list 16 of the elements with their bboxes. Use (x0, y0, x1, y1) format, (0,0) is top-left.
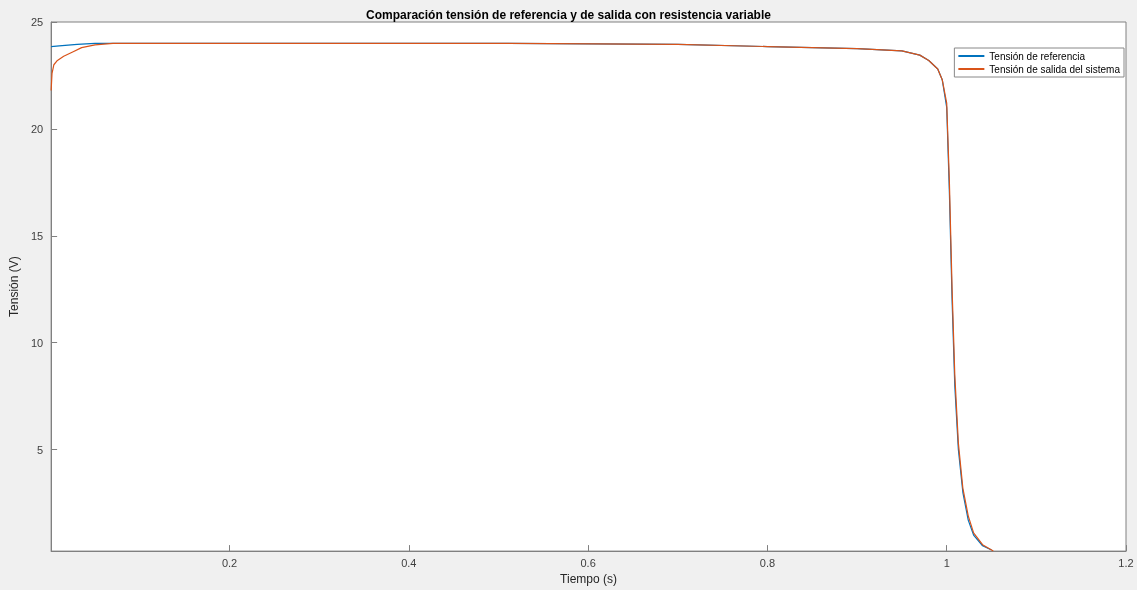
x-tick-label: 0.8 (759, 556, 776, 569)
x-tick-label: 0.2 (221, 556, 238, 569)
x-tick-label: 0.6 (580, 556, 596, 569)
y-tick-label: 5 (37, 443, 44, 456)
y-tick-label: 10 (30, 336, 44, 349)
x-tick-label: 0.4 (401, 556, 417, 569)
x-tick-label: 1.2 (1118, 556, 1134, 569)
legend-label: Tensión de salida del sistema (989, 63, 1121, 75)
y-tick-label: 25 (30, 16, 44, 28)
x-tick-label: 1 (943, 556, 950, 569)
y-axis-title: Tensión (V) (7, 256, 21, 317)
y-tick-label: 15 (30, 229, 44, 242)
legend-label: Tensión de referencia (989, 50, 1086, 62)
y-tick-label: 20 (30, 122, 44, 135)
x-axis-title: Tiempo (s) (560, 572, 618, 586)
chart-title: Comparación tensión de referencia y de salida con resistencia variable (366, 8, 772, 22)
